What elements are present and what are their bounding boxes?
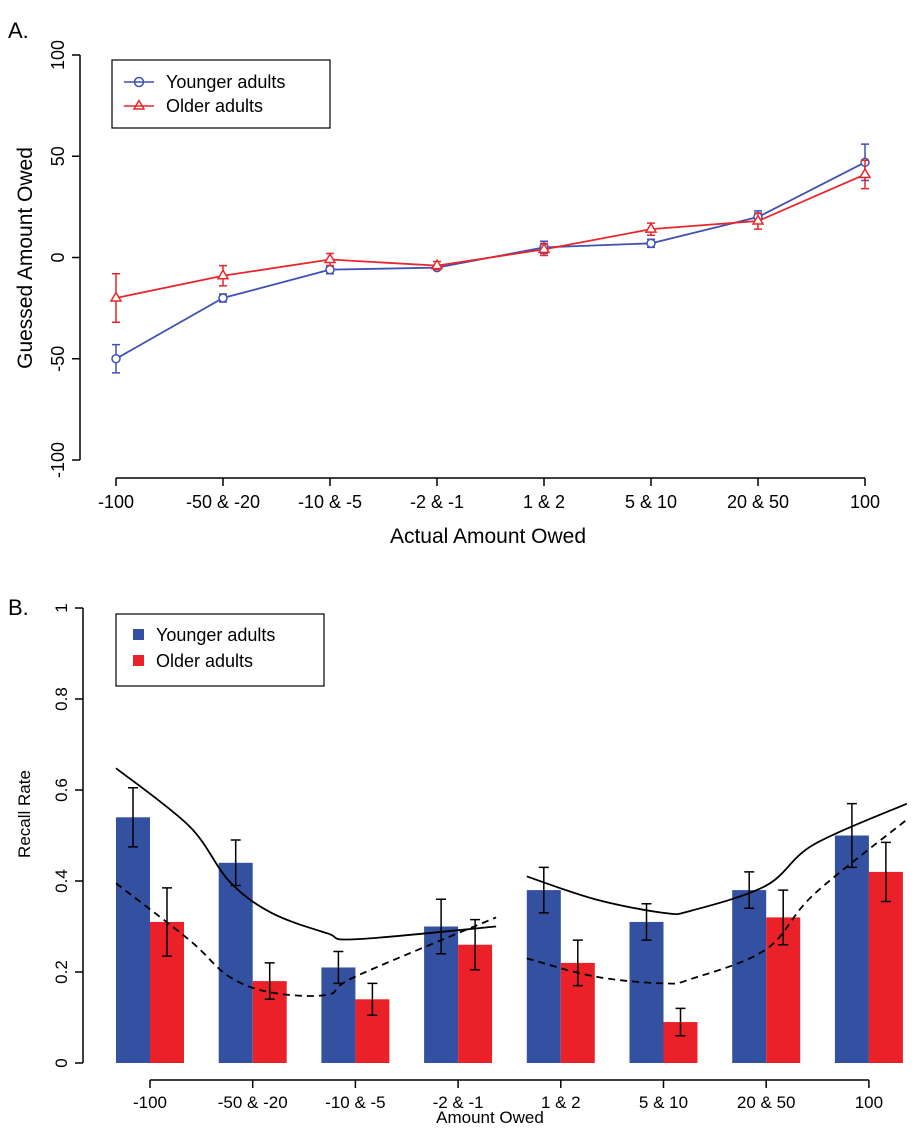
panel-b-error-bars (128, 786, 891, 1037)
legend-marker-older (132, 99, 146, 110)
panel-a-x-tick-label: 100 (850, 492, 880, 512)
panel-b-legend-box (115, 613, 325, 687)
error-bar (470, 918, 481, 971)
data-point (218, 293, 228, 303)
error-bar (778, 889, 789, 946)
error-bar (675, 1007, 686, 1037)
panel-b-y-tick-label: 0 (52, 1058, 71, 1067)
panel-a-x-ticks: -100 -50 & -20 -10 & -5 -2 & -1 1 & 2 5 & 10 2… (98, 478, 880, 512)
panel-b-x-tick-label: -10 & -5 (325, 1093, 385, 1112)
data-point (646, 238, 656, 249)
bar-younger (834, 835, 869, 1063)
panel-a-x-tick-label: -50 & -20 (186, 492, 260, 512)
panel-b-x-tick-label: 5 & 10 (639, 1093, 688, 1112)
error-bar (264, 962, 275, 1001)
panel-a-x-tick-label: 5 & 10 (625, 492, 677, 512)
error-bar (641, 903, 652, 941)
fit-curve-younger (115, 767, 497, 941)
data-point (537, 242, 551, 254)
panel-a-y-tick-label: 100 (48, 40, 68, 70)
panel-a-line-chart: A. -100 -50 0 50 100 -100 -50 & -20 -10 & -5 -2… (8, 18, 880, 548)
panel-b-x-axis-label: Amount Owed (436, 1108, 544, 1127)
error-bar (572, 939, 583, 987)
fit-curve-older (115, 882, 497, 997)
panel-b-fit-curves (115, 767, 908, 997)
panel-a-legend: Younger adults Older adults (111, 59, 331, 129)
data-point (644, 222, 658, 233)
fit-curve-younger (526, 802, 908, 916)
panel-b-y-tick-label: 0.4 (52, 869, 71, 893)
series-older (109, 159, 872, 324)
data-point (109, 291, 123, 302)
panel-b-x-ticks: -100 -50 & -20 -10 & -5 -2 & -1 1 & 2 5 & 10 2… (133, 1080, 883, 1112)
error-bar (230, 839, 241, 887)
legend-swatch-younger (133, 629, 144, 640)
panel-b-y-tick-label: 0.6 (52, 778, 71, 802)
legend-label-older: Older adults (166, 96, 263, 116)
panel-b-label: B. (8, 595, 29, 620)
panel-b-y-tick-label: 1 (52, 603, 71, 612)
panel-a-x-tick-label: 1 & 2 (523, 492, 565, 512)
panel-b-legend: Younger adults Older adults (115, 613, 325, 687)
legend-label-older-b: Older adults (156, 651, 253, 671)
error-bar (128, 786, 138, 848)
bar-younger (526, 890, 561, 1063)
panel-b-x-tick-label: 1 & 2 (541, 1093, 581, 1112)
data-point (858, 167, 872, 179)
legend-label-younger: Younger adults (166, 72, 285, 92)
data-point (751, 214, 765, 225)
panel-a-x-tick-label: -10 & -5 (298, 492, 362, 512)
error-bar (333, 950, 344, 985)
panel-b-x-tick-label: -50 & -20 (218, 1093, 288, 1112)
data-point (430, 258, 444, 270)
bar-younger (732, 890, 767, 1063)
series-line (115, 173, 866, 299)
bar-younger (116, 817, 150, 1063)
legend-label-younger-b: Younger adults (156, 625, 275, 645)
error-bar (846, 802, 857, 869)
bar-older (868, 871, 903, 1063)
panel-a-series (109, 143, 872, 374)
panel-a-x-tick-label: -100 (98, 492, 134, 512)
fit-curve-older (526, 818, 908, 985)
panel-b-x-tick-label: 100 (855, 1093, 883, 1112)
data-point (323, 252, 337, 264)
panel-a-y-tick-label: -100 (48, 442, 68, 478)
data-point (216, 268, 230, 280)
error-bar (538, 866, 549, 914)
panel-b-y-axis-label: Recall Rate (15, 770, 34, 858)
error-bar (436, 898, 447, 955)
panel-a-y-tick-label: 50 (48, 146, 68, 166)
panel-b-y-tick-label: 0.8 (52, 687, 71, 711)
bar-younger (218, 862, 253, 1063)
legend-swatch-older (133, 655, 144, 666)
panel-a-x-tick-label: -2 & -1 (410, 492, 464, 512)
panel-b-y-tick-label: 0.2 (52, 960, 71, 984)
series-younger (111, 143, 870, 374)
panel-b-x-tick-label: -2 & -1 (433, 1093, 484, 1112)
error-bar (367, 982, 378, 1016)
panel-a-y-tick-label: -50 (48, 346, 68, 372)
legend-marker-younger (133, 76, 145, 88)
panel-a-x-tick-label: 20 & 50 (727, 492, 789, 512)
error-bar (880, 841, 891, 903)
bar-younger (629, 921, 664, 1063)
panel-b-y-ticks: 0 0.2 0.4 0.6 0.8 1 (52, 603, 83, 1068)
error-bar (744, 871, 755, 910)
panel-b-x-tick-label: 20 & 50 (737, 1093, 796, 1112)
panel-a-y-axis-label: Guessed Amount Owed (14, 147, 37, 369)
error-bar (162, 887, 172, 957)
panel-b-bar-chart: B. 00.20.40.60.81 -100 -50 & -20 -10 & -5-… (8, 595, 908, 1127)
panel-a-y-tick-label: 0 (48, 252, 68, 262)
panel-b-bars (116, 817, 903, 1063)
series-line (115, 161, 866, 360)
panel-b-x-tick-label: -100 (133, 1093, 167, 1112)
panel-a-y-ticks: -100 -50 0 50 100 (48, 40, 80, 478)
data-point (111, 354, 121, 364)
panel-a-x-axis-label: Actual Amount Owed (390, 525, 586, 548)
data-point (325, 264, 335, 275)
panel-a-legend-box (111, 59, 331, 129)
panel-a-label: A. (8, 18, 29, 43)
